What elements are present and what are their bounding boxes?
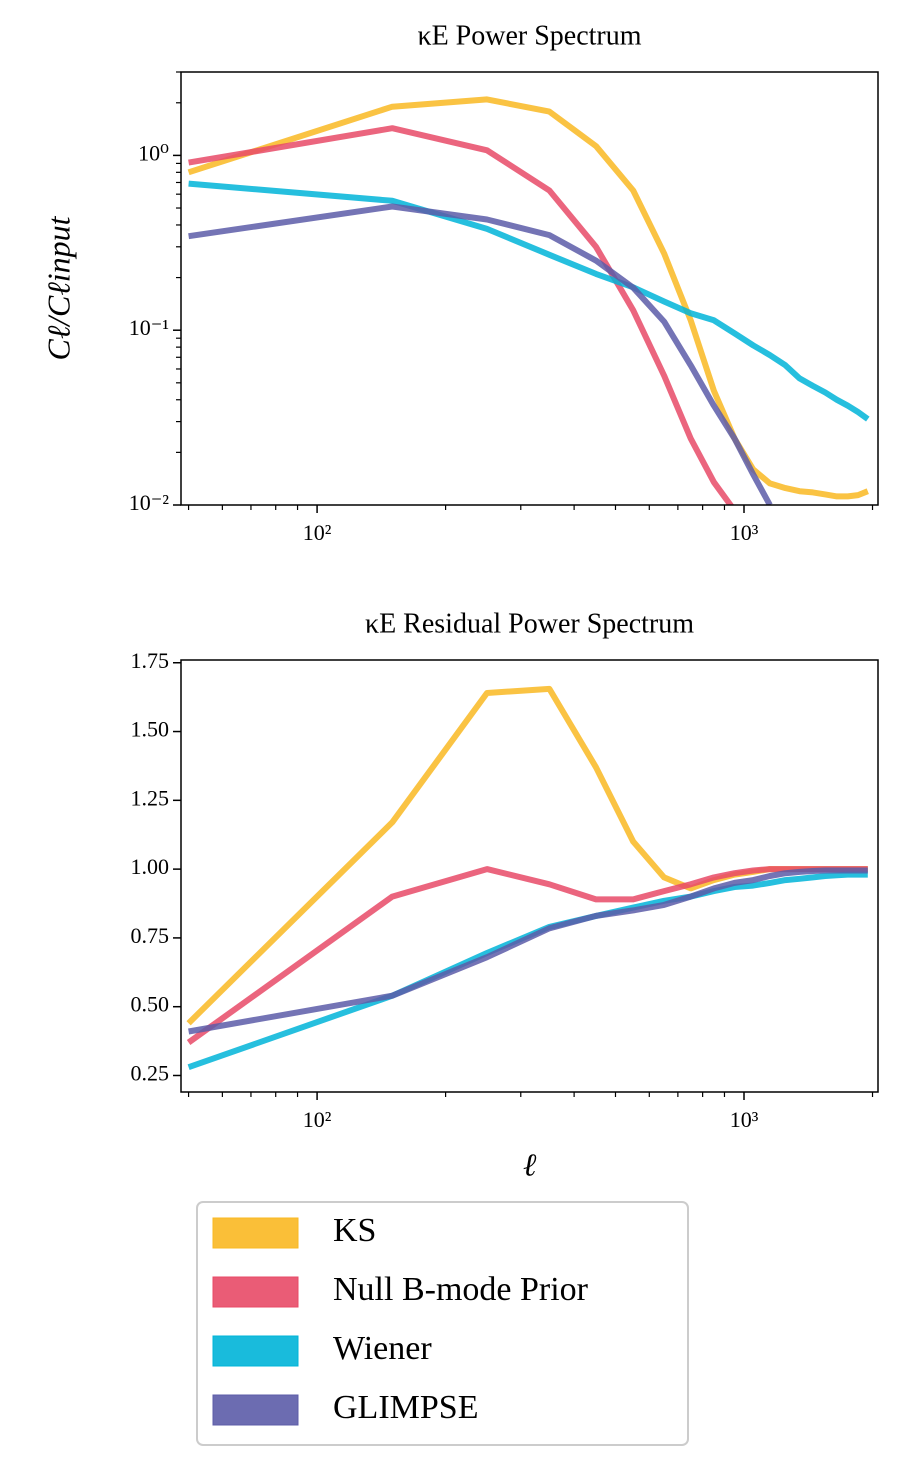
legend-label: Wiener [333,1330,432,1367]
axes-frame [180,71,879,506]
x-tick-label: 10² [303,1107,332,1132]
series-line [188,125,735,505]
x-tick-label: 10³ [730,1107,759,1132]
series-line [188,180,870,422]
y-tick-label: 10⁻² [129,490,170,515]
y-tick-label: 1.75 [131,648,170,673]
x-tick-label: 10² [303,520,332,545]
y-axis-label: Cℓ/Cℓinput [40,215,76,360]
legend-swatch [212,1217,299,1249]
series-line [187,96,869,500]
y-tick-label: 1.00 [131,854,170,879]
plot-area [186,685,868,1071]
y-tick-label: 10⁰ [138,140,169,165]
y-tick-label: 0.50 [131,992,170,1017]
legend-label: KS [333,1212,376,1249]
series-line [188,203,773,505]
chart-title: κE Residual Power Spectrum [365,608,694,639]
legend-swatch [212,1394,299,1426]
y-tick-label: 1.50 [131,717,170,742]
axes-frame [180,659,879,1093]
chart-title: κE Power Spectrum [417,20,641,51]
legend-box [196,1201,689,1446]
y-tick-label: 0.25 [131,1061,170,1086]
x-axis-label: ℓ [523,1146,537,1182]
series-line [188,867,868,1035]
plot-area [187,96,870,505]
legend-label: GLIMPSE [333,1389,478,1426]
y-tick-label: 0.75 [131,923,170,948]
y-tick-label: 10⁻¹ [129,315,169,340]
y-tick-label: 1.25 [131,785,170,810]
legend-swatch [212,1335,299,1367]
legend-label: Null B-mode Prior [333,1271,589,1308]
x-tick-label: 10³ [730,520,759,545]
legend-swatch [212,1276,299,1308]
